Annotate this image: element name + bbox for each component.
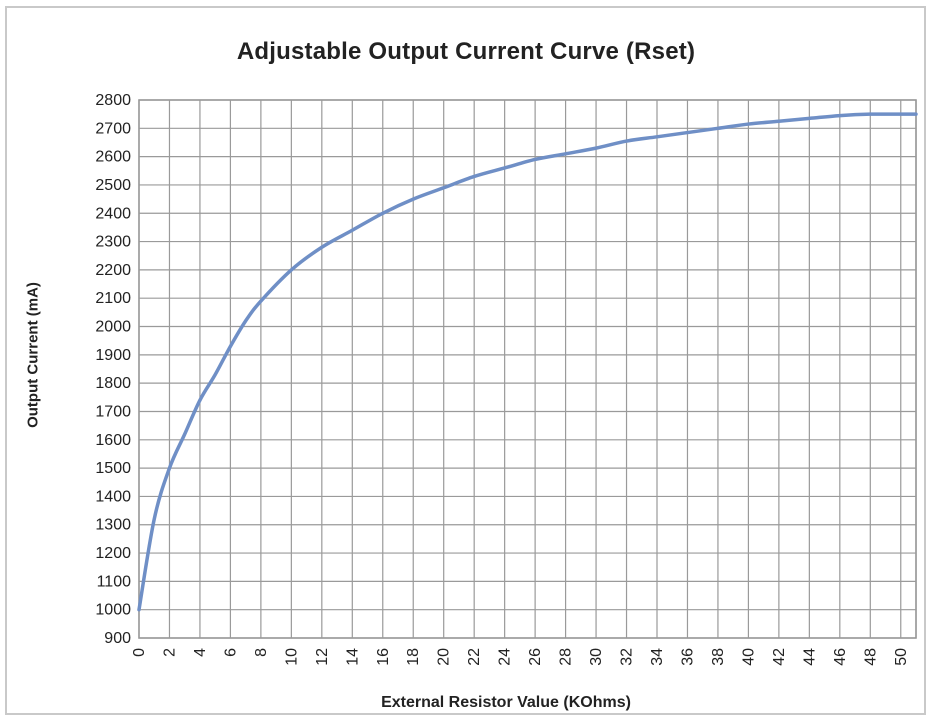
y-tick-label: 2400 xyxy=(95,205,131,222)
data-point xyxy=(716,127,719,130)
x-tick-label: 30 xyxy=(588,648,605,666)
x-tick-label: 42 xyxy=(771,648,788,666)
x-tick-label: 34 xyxy=(649,648,666,666)
y-tick-label: 1100 xyxy=(97,573,132,590)
y-axis-label: Output Current (mA) xyxy=(24,282,42,428)
data-point xyxy=(168,467,171,470)
data-point xyxy=(686,131,689,134)
y-tick-label: 2500 xyxy=(95,177,131,194)
data-point xyxy=(290,268,293,271)
data-point xyxy=(442,186,445,189)
y-tick-label: 1200 xyxy=(95,545,131,562)
x-tick-label: 0 xyxy=(131,648,148,657)
data-point xyxy=(625,140,628,143)
y-tick-label: 1800 xyxy=(95,375,131,392)
y-tick-label: 1400 xyxy=(95,488,131,505)
y-tick-label: 2200 xyxy=(95,262,131,279)
data-point xyxy=(595,147,598,150)
data-point xyxy=(503,166,506,169)
series-layer xyxy=(137,112,918,612)
x-tick-label: 24 xyxy=(497,648,514,666)
y-tick-label: 1700 xyxy=(95,403,131,420)
x-tick-labels: 0 2 4 6 8 10 12 14 16 18 20 22 24 26 28 30 32 34 36 38 40 42 4… xyxy=(131,648,910,666)
x-tick-label: 6 xyxy=(222,648,239,657)
x-tick-label: 28 xyxy=(558,648,575,666)
x-axis-label: External Resistor Value (KOhms) xyxy=(381,694,631,711)
data-point xyxy=(214,373,217,376)
y-tick-label: 2800 xyxy=(95,92,131,109)
y-tick-labels: 900 1000 1100 1200 1300 1400 1500 1600 1700 1800 1… xyxy=(95,92,131,647)
x-tick-label: 32 xyxy=(619,648,636,666)
x-tick-label: 10 xyxy=(283,648,300,666)
data-point xyxy=(747,123,750,126)
x-tick-label: 48 xyxy=(862,648,879,666)
series-line xyxy=(137,112,918,612)
x-tick-label: 20 xyxy=(436,648,453,666)
x-tick-label: 4 xyxy=(192,648,209,657)
x-tick-label: 16 xyxy=(375,648,392,666)
x-tick-label: 26 xyxy=(527,648,544,666)
x-tick-label: 12 xyxy=(314,648,331,666)
y-tick-label: 2000 xyxy=(95,319,131,336)
data-point xyxy=(534,158,537,161)
data-point xyxy=(808,117,811,120)
y-tick-label: 1500 xyxy=(95,460,131,477)
data-point xyxy=(138,608,141,611)
y-tick-label: 1300 xyxy=(95,517,131,534)
y-tick-label: 2700 xyxy=(95,120,131,137)
grid-layer xyxy=(138,99,917,639)
x-tick-label: 14 xyxy=(344,648,361,666)
chart-title: Adjustable Output Current Curve (Rset) xyxy=(236,38,696,65)
y-tick-label: 2300 xyxy=(95,234,131,251)
data-point xyxy=(351,229,354,232)
x-tick-label: 44 xyxy=(801,648,818,666)
x-tick-label: 22 xyxy=(466,648,483,666)
data-point xyxy=(153,518,156,521)
y-tick-label: 1000 xyxy=(95,602,131,619)
data-point xyxy=(869,113,872,116)
y-tick-label: 2600 xyxy=(95,149,131,166)
y-tick-label: 1600 xyxy=(95,432,131,449)
plot-area xyxy=(138,99,917,639)
data-point xyxy=(198,399,201,402)
x-tick-label: 18 xyxy=(405,648,422,666)
x-tick-label: 38 xyxy=(710,648,727,666)
y-tick-label: 1900 xyxy=(95,347,131,364)
data-point xyxy=(473,175,476,178)
data-point xyxy=(915,113,918,116)
data-point xyxy=(244,319,247,322)
data-point xyxy=(899,113,902,116)
data-point xyxy=(381,212,384,215)
data-point xyxy=(564,152,567,155)
x-tick-label: 36 xyxy=(679,648,696,666)
x-tick-label: 8 xyxy=(253,648,270,657)
x-tick-label: 46 xyxy=(832,648,849,666)
y-tick-label: 900 xyxy=(104,630,131,647)
data-point xyxy=(656,135,659,138)
x-tick-label: 40 xyxy=(740,648,757,666)
data-point xyxy=(838,114,841,117)
x-tick-label: 2 xyxy=(161,648,178,657)
data-point xyxy=(183,433,186,436)
x-tick-label: 50 xyxy=(893,648,910,666)
data-point xyxy=(259,300,262,303)
data-point xyxy=(777,120,780,123)
y-tick-label: 2100 xyxy=(95,290,131,307)
data-point xyxy=(320,246,323,249)
data-point xyxy=(412,198,415,201)
data-point xyxy=(229,345,232,348)
